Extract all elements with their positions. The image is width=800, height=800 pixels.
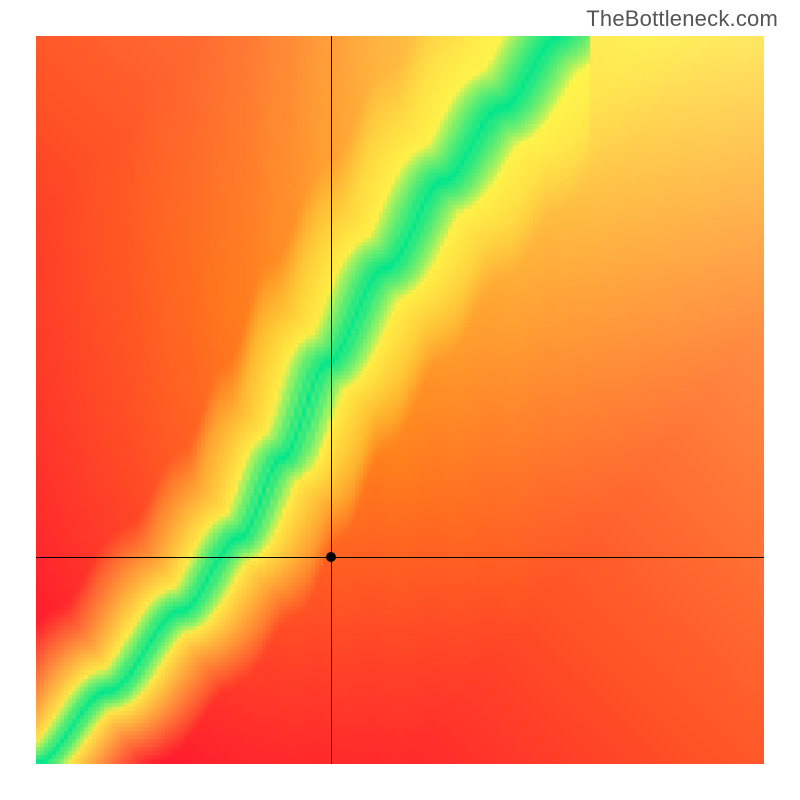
crosshair-vertical	[331, 36, 332, 764]
data-point-marker	[326, 552, 336, 562]
crosshair-horizontal	[36, 557, 764, 558]
chart-area	[36, 36, 764, 764]
chart-container: TheBottleneck.com	[0, 0, 800, 800]
heatmap-canvas	[36, 36, 764, 764]
watermark-text: TheBottleneck.com	[586, 6, 778, 32]
